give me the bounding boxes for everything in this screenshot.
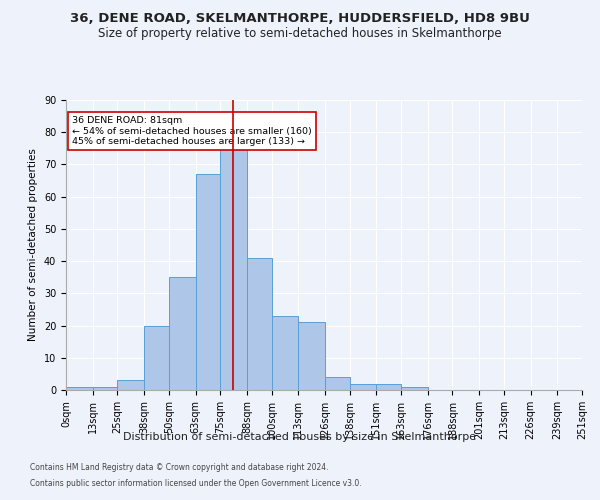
Text: Size of property relative to semi-detached houses in Skelmanthorpe: Size of property relative to semi-detach…	[98, 28, 502, 40]
Bar	[247, 258, 272, 390]
Bar	[66, 387, 93, 390]
Y-axis label: Number of semi-detached properties: Number of semi-detached properties	[28, 148, 38, 342]
Bar	[401, 387, 428, 390]
Bar	[118, 380, 144, 390]
Bar	[220, 148, 247, 390]
Bar	[350, 384, 376, 390]
Bar	[93, 387, 118, 390]
Bar	[196, 174, 220, 390]
Bar	[298, 322, 325, 390]
Bar	[272, 316, 298, 390]
Text: 36, DENE ROAD, SKELMANTHORPE, HUDDERSFIELD, HD8 9BU: 36, DENE ROAD, SKELMANTHORPE, HUDDERSFIE…	[70, 12, 530, 26]
Bar	[325, 377, 350, 390]
Text: Contains public sector information licensed under the Open Government Licence v3: Contains public sector information licen…	[30, 478, 362, 488]
Text: Distribution of semi-detached houses by size in Skelmanthorpe: Distribution of semi-detached houses by …	[124, 432, 476, 442]
Bar	[144, 326, 169, 390]
Text: Contains HM Land Registry data © Crown copyright and database right 2024.: Contains HM Land Registry data © Crown c…	[30, 464, 329, 472]
Bar	[169, 277, 196, 390]
Text: 36 DENE ROAD: 81sqm
← 54% of semi-detached houses are smaller (160)
45% of semi-: 36 DENE ROAD: 81sqm ← 54% of semi-detach…	[72, 116, 312, 146]
Bar	[376, 384, 401, 390]
